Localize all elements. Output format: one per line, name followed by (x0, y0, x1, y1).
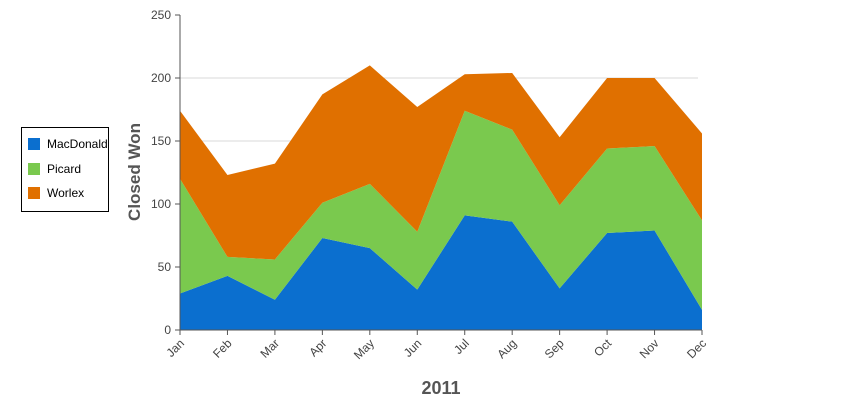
x-tick-label-jan: Jan (164, 336, 188, 360)
legend: MacDonald Picard Worlex (21, 127, 109, 212)
x-tick-label-feb: Feb (210, 336, 235, 361)
y-tick-label-50: 50 (158, 260, 172, 274)
x-tick-label-sep: Sep (542, 336, 567, 361)
x-axis-ticks: Jan Feb Mar Apr May Jun Jul Aug Sep Oct Nov Dec (164, 330, 709, 362)
legend-item-picard[interactable]: Picard (28, 162, 81, 176)
x-tick-label-aug: Aug (494, 336, 519, 361)
x-tick-label-apr: Apr (306, 336, 329, 359)
legend-label-worlex: Worlex (47, 186, 85, 200)
legend-item-worlex[interactable]: Worlex (28, 186, 84, 200)
y-tick-label-250: 250 (151, 8, 171, 22)
legend-label-macdonald: MacDonald (47, 137, 108, 151)
y-tick-label-200: 200 (151, 71, 171, 85)
legend-label-picard: Picard (47, 162, 82, 176)
x-tick-label-mar: Mar (258, 336, 283, 361)
y-axis-title: Closed Won (125, 123, 144, 221)
y-tick-label-100: 100 (151, 197, 171, 211)
y-tick-label-0: 0 (164, 323, 171, 337)
x-tick-label-oct: Oct (591, 336, 615, 360)
x-tick-label-nov: Nov (637, 336, 662, 361)
y-tick-label-150: 150 (151, 134, 171, 148)
x-tick-label-may: May (351, 336, 377, 362)
area-macdonald[interactable] (180, 215, 702, 330)
x-tick-label-jun: Jun (401, 336, 425, 360)
area-picard[interactable] (180, 110, 702, 310)
legend-swatch-worlex (28, 187, 40, 199)
x-tick-label-jul: Jul (451, 336, 472, 357)
area-worlex[interactable] (180, 65, 702, 260)
series-areas (180, 65, 702, 330)
x-tick-label-dec: Dec (684, 336, 709, 361)
legend-swatch-picard (28, 163, 40, 175)
legend-swatch-macdonald (28, 138, 40, 150)
x-axis-title: 2011 (421, 378, 460, 398)
legend-item-macdonald[interactable]: MacDonald (28, 137, 108, 151)
axes (179, 15, 702, 331)
y-axis-ticks: 0 50 100 150 200 250 (151, 8, 180, 337)
